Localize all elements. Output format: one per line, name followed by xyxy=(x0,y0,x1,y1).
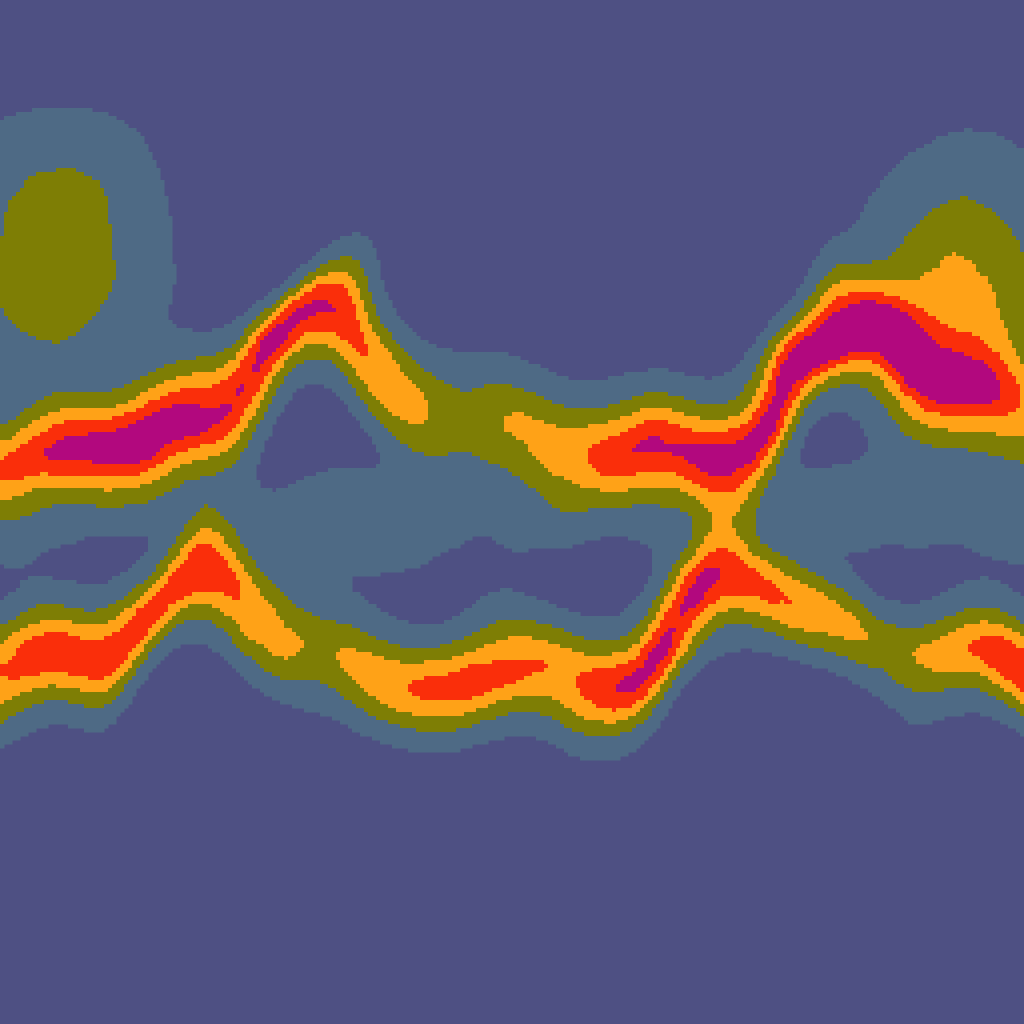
contour-layer-group xyxy=(0,108,1024,761)
